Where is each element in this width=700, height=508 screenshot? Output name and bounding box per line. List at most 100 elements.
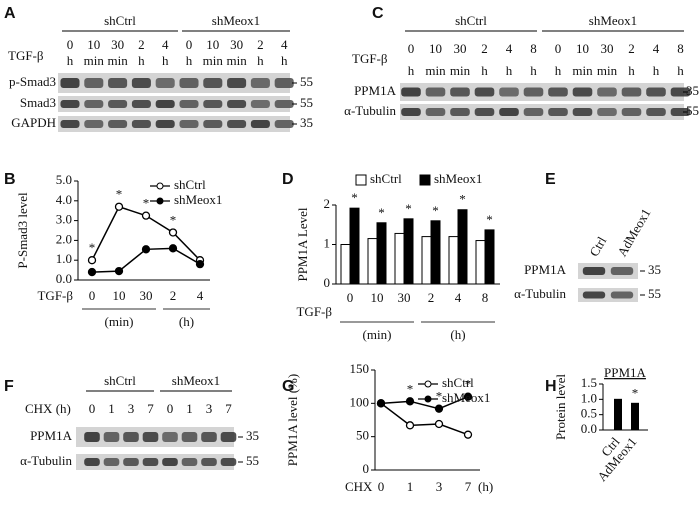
band <box>450 87 470 97</box>
lane-label: 0 <box>89 401 96 416</box>
band <box>250 120 270 128</box>
significance: * <box>351 190 358 205</box>
band <box>131 100 151 108</box>
bar <box>475 240 486 285</box>
lane-label: 4 <box>653 41 660 56</box>
lane-label: 0 <box>555 41 562 56</box>
band <box>179 120 199 128</box>
significance: * <box>405 201 412 216</box>
lane-label: 10 <box>206 37 219 52</box>
significance: * <box>465 377 472 392</box>
band <box>474 108 495 116</box>
band <box>155 100 175 108</box>
legend-label: shCtrl <box>442 375 474 390</box>
band <box>582 267 606 275</box>
significance: * <box>89 240 96 255</box>
lane-label: min <box>425 63 446 78</box>
lane-label: h <box>628 63 635 78</box>
band <box>201 458 217 466</box>
point <box>376 399 386 408</box>
row-label: PPM1A <box>30 428 73 443</box>
y-tick-label: 2 <box>324 196 331 211</box>
band <box>60 120 80 128</box>
lane-label: 3 <box>206 401 213 416</box>
y-tick-label: 1.0 <box>56 251 72 266</box>
point <box>195 260 205 269</box>
size-marker: 55 <box>300 74 313 89</box>
x-tick-label: 0 <box>89 288 96 303</box>
lane-label: 3 <box>128 401 135 416</box>
point <box>114 202 124 211</box>
lane-label: 2 <box>257 37 264 52</box>
legend-label: shMeox1 <box>174 192 222 207</box>
y-tick-label: 150 <box>350 361 370 376</box>
band <box>572 87 593 97</box>
bar <box>484 229 495 285</box>
lane-label: h <box>162 53 169 68</box>
bar <box>631 402 639 431</box>
significance: * <box>459 192 466 207</box>
point <box>87 256 97 265</box>
size-marker: 55 <box>648 286 661 301</box>
lane-label: 4 <box>281 37 288 52</box>
lane-label: 0 <box>67 37 74 52</box>
group-label: (min) <box>105 314 134 329</box>
band <box>670 108 691 116</box>
lane-label: 10 <box>429 41 442 56</box>
band <box>621 87 642 97</box>
lane-label: 2 <box>628 41 635 56</box>
band <box>227 78 247 88</box>
legend-marker <box>424 395 432 403</box>
band <box>220 432 237 442</box>
group-label: shMeox1 <box>172 373 220 388</box>
band <box>425 87 446 97</box>
bar <box>349 207 360 285</box>
band <box>450 108 470 116</box>
significance: * <box>432 203 439 218</box>
lane-label: 8 <box>530 41 537 56</box>
point <box>141 245 151 254</box>
band <box>250 78 270 88</box>
band <box>103 458 120 466</box>
band <box>60 78 80 88</box>
x-tick-label: 7 <box>465 479 472 494</box>
y-axis-label: P-Smad3 level <box>15 192 30 269</box>
panel-label: H <box>545 378 557 395</box>
bar <box>376 222 387 285</box>
lane-label: min <box>226 53 247 68</box>
legend-marker <box>156 197 164 205</box>
lane-label: 4 <box>506 41 513 56</box>
band <box>181 458 198 466</box>
lane-label: 2 <box>138 37 145 52</box>
bar <box>394 232 405 285</box>
size-marker: 35 <box>246 428 259 443</box>
band <box>274 78 294 88</box>
lane-label: 2 <box>481 41 488 56</box>
legend-label: shMeox1 <box>434 171 482 186</box>
band <box>401 87 421 97</box>
x-tick-label: 0 <box>378 479 385 494</box>
lane-label: h <box>67 53 74 68</box>
legend-swatch <box>419 174 431 186</box>
lane-label: 0 <box>408 41 415 56</box>
lane-label: min <box>203 53 224 68</box>
band <box>179 78 199 88</box>
bar <box>403 218 414 285</box>
band <box>621 108 642 116</box>
point <box>168 244 178 253</box>
chart-title: PPM1A <box>604 365 647 380</box>
y-tick-label: 1 <box>324 235 331 250</box>
x-tick-label: 30 <box>140 288 153 303</box>
band <box>181 432 198 442</box>
lane-label: h <box>653 63 660 78</box>
lane-label: 30 <box>230 37 243 52</box>
lane-label: min <box>597 63 618 78</box>
y-tick-label: 100 <box>350 394 370 409</box>
significance: * <box>116 187 123 202</box>
band <box>401 108 421 116</box>
bar <box>430 220 441 285</box>
lane-label: 10 <box>576 41 589 56</box>
bar <box>421 236 432 285</box>
group-label: shCtrl <box>455 13 487 28</box>
lane-label: AdMeox1 <box>614 206 653 259</box>
